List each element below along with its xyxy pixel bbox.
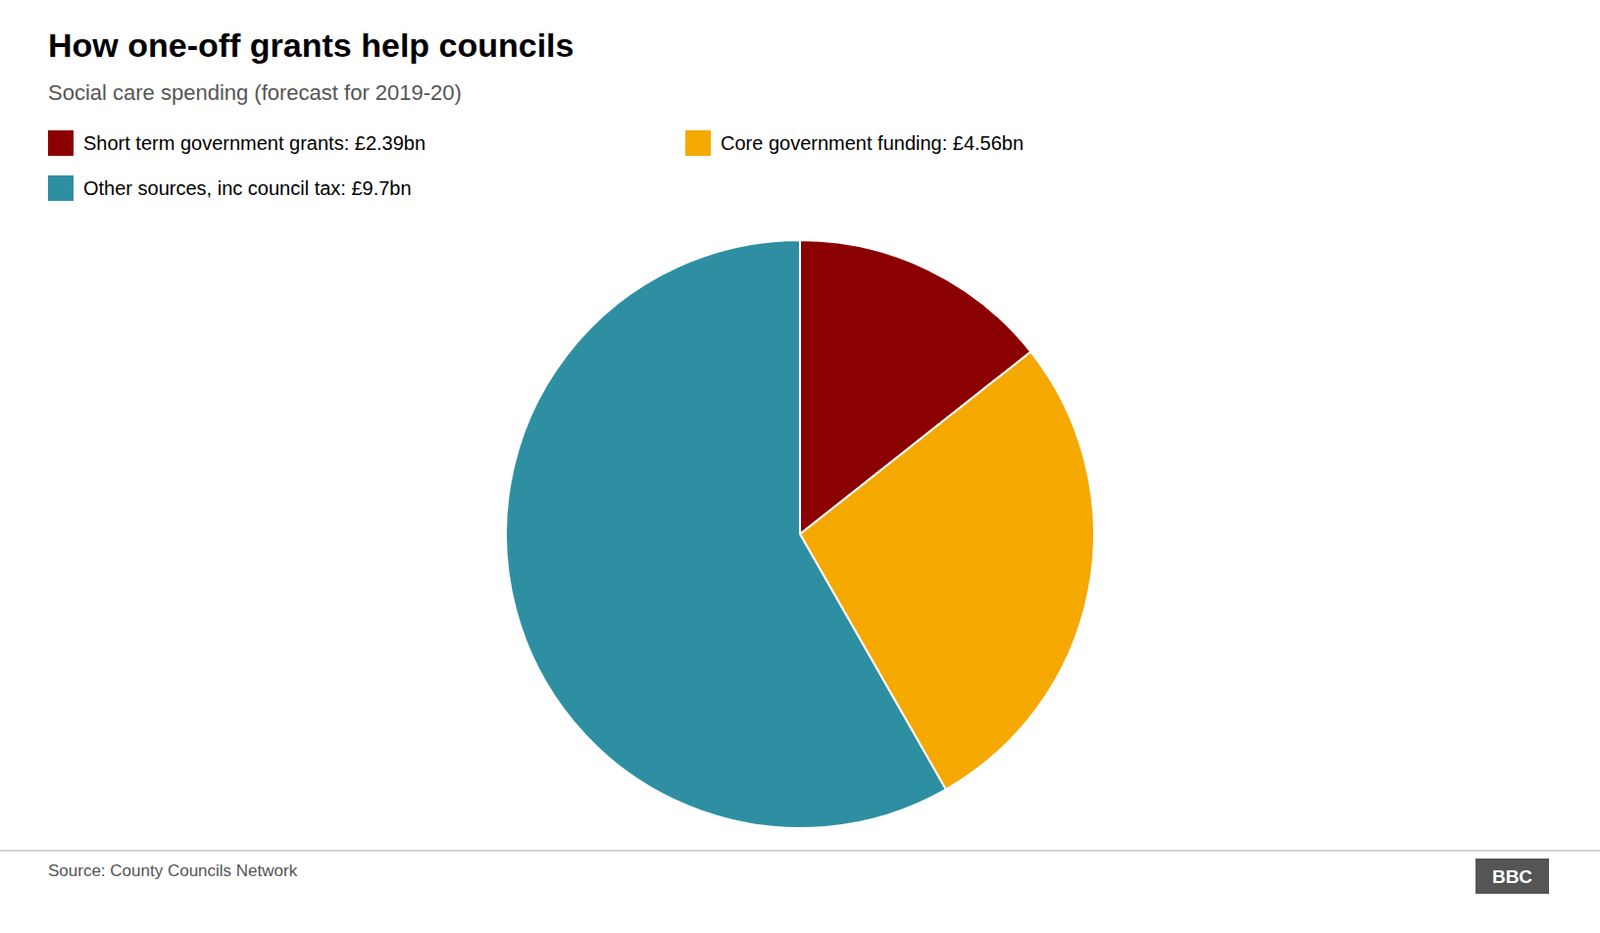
source: Source: County Councils Network [48,861,299,881]
logo-text: BBC [1492,866,1533,888]
logo-box [1475,858,1550,895]
background [0,0,1600,933]
legend-label: Other sources, inc council tax: £9.7bn [83,177,412,200]
legend-swatch [685,130,711,156]
separator [0,850,1600,852]
chart: How one-off grants help councils Social c… [0,0,1600,933]
pie [505,240,1095,829]
legend-item: Short term government grants: £2.39bn [48,130,426,156]
pie-slice [505,240,947,829]
legend-swatch [48,130,74,156]
legend-label: Core government funding: £4.56bn [720,132,1024,154]
legend-label: Short term government grants: £2.39bn [83,132,426,154]
legend-item: Other sources, inc council tax: £9.7bn [48,175,412,201]
subtitle: Social care spending (forecast for 2019-… [48,80,462,105]
legend: Short term government grants: £2.39bn Cor… [48,130,1024,201]
legend-swatch [48,175,74,201]
legend-item: Core government funding: £4.56bn [685,130,1024,156]
title: How one-off grants help councils [48,26,574,64]
